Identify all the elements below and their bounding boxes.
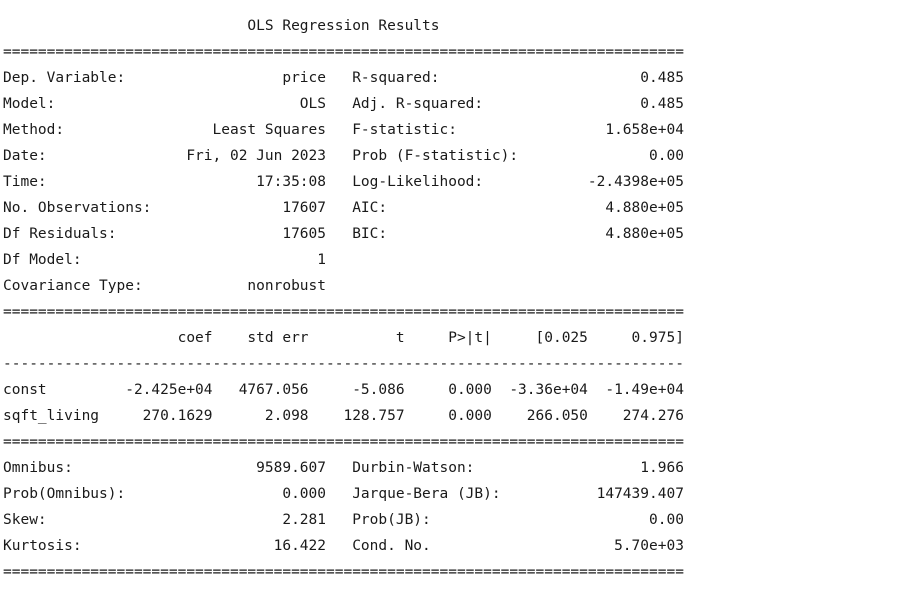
summary-row: Date: Fri, 02 Jun 2023 Prob (F-statistic…: [3, 148, 684, 164]
summary-row: Df Residuals: 17605 BIC: 4.880e+05: [3, 226, 684, 242]
separator-line: ========================================…: [3, 434, 684, 450]
summary-row: Covariance Type: nonrobust: [3, 278, 353, 294]
summary-row: Method: Least Squares F-statistic: 1.658…: [3, 122, 684, 138]
diagnostics-row: Kurtosis: 16.422 Cond. No. 5.70e+03: [3, 538, 684, 554]
summary-row: Df Model: 1: [3, 252, 353, 268]
diagnostics-row: Omnibus: 9589.607 Durbin-Watson: 1.966: [3, 460, 684, 476]
separator-line: ========================================…: [3, 564, 684, 580]
diagnostics-row: Prob(Omnibus): 0.000 Jarque-Bera (JB): 1…: [3, 486, 684, 502]
diagnostics-row: Skew: 2.281 Prob(JB): 0.00: [3, 512, 684, 528]
page-title: OLS Regression Results: [3, 18, 684, 34]
summary-row: Time: 17:35:08 Log-Likelihood: -2.4398e+…: [3, 174, 684, 190]
separator-line: ========================================…: [3, 44, 684, 60]
summary-row: Dep. Variable: price R-squared: 0.485: [3, 70, 684, 86]
coef-table-header: coef std err t P>|t| [0.025 0.975]: [3, 330, 684, 346]
coef-table-row: sqft_living 270.1629 2.098 128.757 0.000…: [3, 408, 684, 424]
summary-row: Model: OLS Adj. R-squared: 0.485: [3, 96, 684, 112]
separator-line: ----------------------------------------…: [3, 356, 684, 372]
coef-table-row: const -2.425e+04 4767.056 -5.086 0.000 -…: [3, 382, 684, 398]
ols-regression-summary: OLS Regression Results =================…: [3, 13, 910, 585]
summary-row: No. Observations: 17607 AIC: 4.880e+05: [3, 200, 684, 216]
separator-line: ========================================…: [3, 304, 684, 320]
